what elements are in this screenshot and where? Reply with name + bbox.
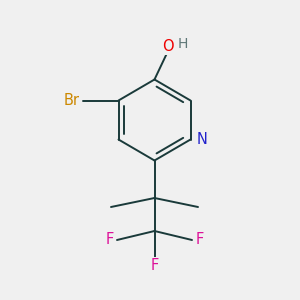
Text: F: F [150,258,159,273]
Text: O: O [162,39,174,54]
Text: F: F [195,232,204,247]
Text: F: F [105,232,114,247]
Text: Br: Br [64,93,80,108]
Text: H: H [178,37,188,50]
Text: N: N [197,132,208,147]
